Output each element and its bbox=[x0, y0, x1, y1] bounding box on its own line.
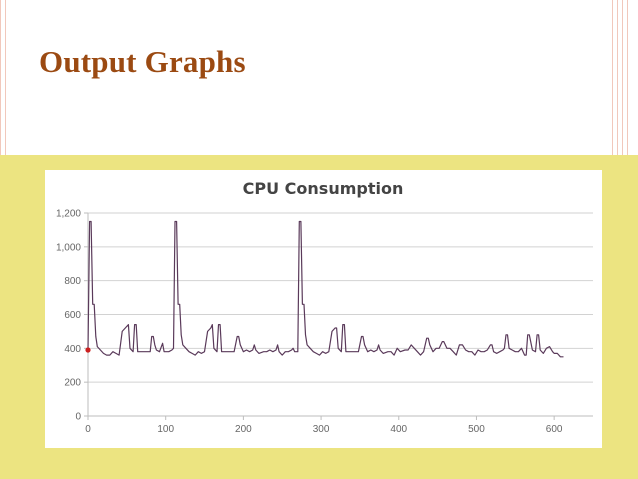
x-tick-label: 600 bbox=[546, 424, 563, 435]
x-tick-label: 400 bbox=[390, 424, 407, 435]
cpu-series-line bbox=[87, 220, 564, 358]
y-tick-label: 200 bbox=[64, 378, 81, 389]
x-tick-label: 200 bbox=[235, 424, 252, 435]
y-tick-label: 1,200 bbox=[56, 209, 81, 220]
y-tick-label: 600 bbox=[64, 310, 81, 321]
y-tick-label: 1,000 bbox=[56, 242, 81, 253]
x-tick-label: 500 bbox=[468, 424, 485, 435]
series-layer bbox=[85, 220, 564, 358]
x-tick-label: 0 bbox=[85, 424, 91, 435]
gridlines bbox=[84, 212, 593, 420]
x-tick-label: 300 bbox=[313, 424, 330, 435]
slide-left-border bbox=[0, 0, 6, 155]
x-tick-label: 100 bbox=[157, 424, 174, 435]
slide-title: Output Graphs bbox=[39, 44, 246, 79]
y-tick-label: 400 bbox=[64, 344, 81, 355]
axis-ticks: 0 200 400 600 800 1,000 1,200 0 100 200 300 400 500 6… bbox=[56, 209, 563, 436]
chart-title: CPU Consumption bbox=[243, 179, 404, 198]
chart-card: CPU Consumption 0 200 400 600 800 1,000 1,200 0… bbox=[45, 170, 602, 448]
y-tick-label: 0 bbox=[75, 412, 81, 423]
series-start-marker bbox=[85, 347, 91, 353]
y-tick-label: 800 bbox=[64, 276, 81, 287]
cpu-consumption-chart: CPU Consumption 02004006008001,0001,2000… bbox=[56, 179, 593, 436]
